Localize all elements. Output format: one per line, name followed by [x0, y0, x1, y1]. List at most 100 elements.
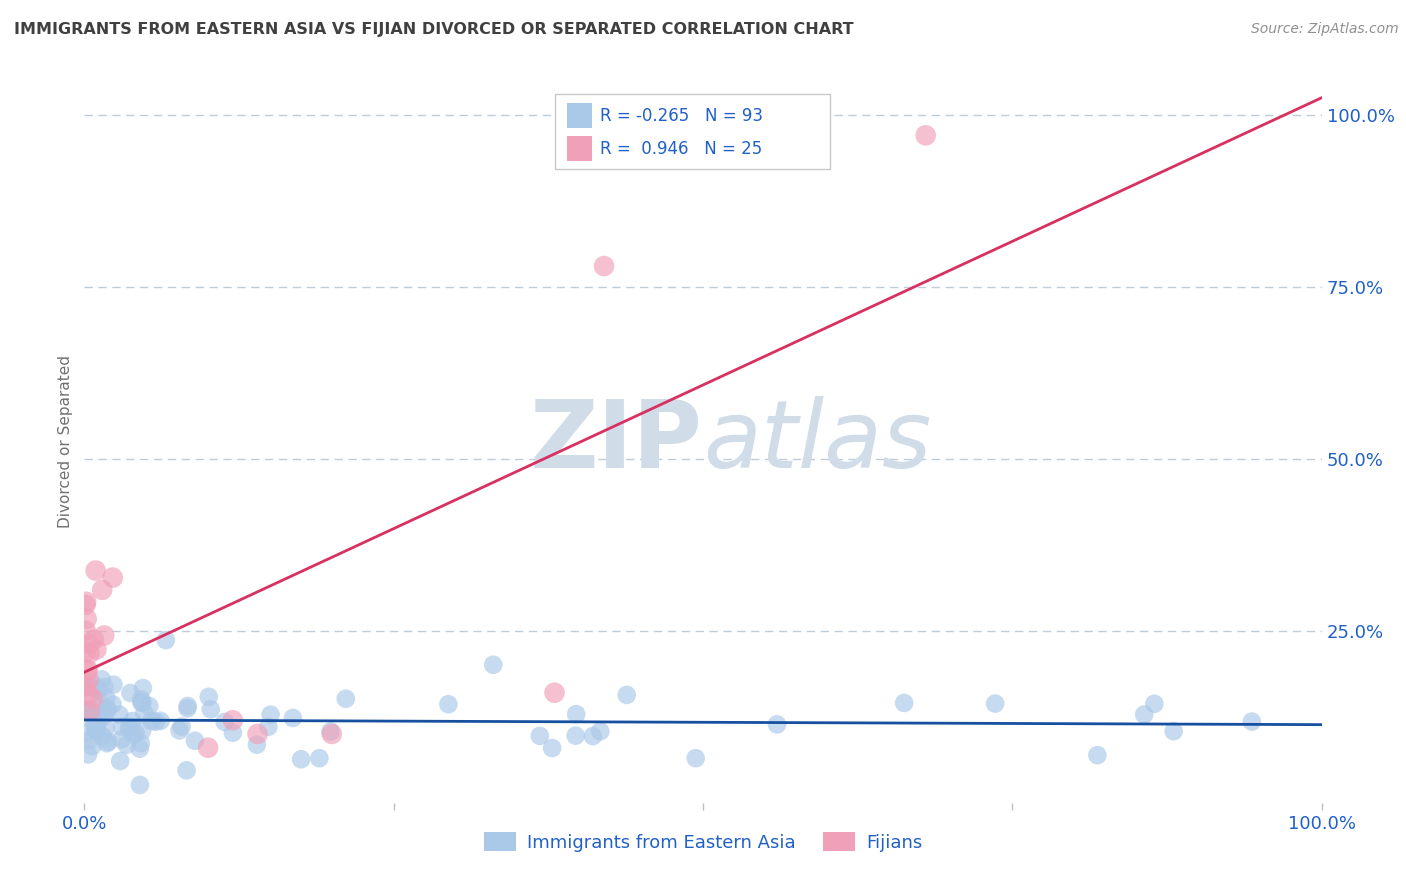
Y-axis label: Divorced or Separated: Divorced or Separated — [58, 355, 73, 528]
Point — [86, 718, 108, 732]
Point — [128, 741, 150, 756]
Point — [76, 680, 98, 694]
Point — [83, 723, 105, 737]
Point — [685, 751, 707, 765]
Point — [170, 720, 193, 734]
Point — [83, 632, 105, 647]
Point — [96, 736, 118, 750]
Point — [86, 680, 108, 694]
Point — [129, 736, 152, 750]
Point — [222, 725, 245, 739]
Point — [75, 598, 97, 612]
Point — [914, 128, 936, 143]
Point — [319, 724, 342, 739]
Point — [131, 695, 153, 709]
Text: R =  0.946   N = 25: R = 0.946 N = 25 — [600, 140, 762, 158]
Point — [79, 704, 101, 718]
Point — [565, 707, 588, 722]
Text: IMMIGRANTS FROM EASTERN ASIA VS FIJIAN DIVORCED OR SEPARATED CORRELATION CHART: IMMIGRANTS FROM EASTERN ASIA VS FIJIAN D… — [14, 22, 853, 37]
Point — [93, 628, 115, 642]
Point — [87, 682, 110, 697]
Point — [75, 726, 97, 740]
Point — [121, 714, 143, 728]
Point — [893, 696, 915, 710]
Point — [76, 705, 98, 719]
Point — [541, 741, 564, 756]
Point — [134, 706, 156, 720]
Point — [131, 723, 153, 738]
Text: ZIP: ZIP — [530, 395, 703, 488]
Point — [77, 747, 100, 762]
Point — [543, 686, 565, 700]
Text: Source: ZipAtlas.com: Source: ZipAtlas.com — [1251, 22, 1399, 37]
Point — [94, 706, 117, 720]
Point — [89, 696, 111, 710]
Point — [169, 723, 191, 738]
Point — [257, 720, 280, 734]
Point — [1143, 697, 1166, 711]
Point — [108, 707, 131, 722]
Point — [83, 714, 105, 729]
Point — [197, 690, 219, 704]
Point — [984, 697, 1007, 711]
Point — [184, 733, 207, 747]
Point — [97, 735, 120, 749]
Point — [80, 680, 103, 694]
Point — [91, 730, 114, 744]
Point — [246, 738, 269, 752]
Point — [76, 711, 98, 725]
Point — [200, 702, 222, 716]
Point — [281, 711, 304, 725]
Point — [129, 692, 152, 706]
Point — [90, 712, 112, 726]
Point — [1133, 707, 1156, 722]
Point — [214, 714, 236, 729]
Point — [101, 571, 124, 585]
Point — [110, 754, 132, 768]
Point — [141, 714, 163, 728]
Point — [132, 681, 155, 695]
Point — [177, 699, 200, 714]
Point — [82, 691, 104, 706]
Point — [155, 633, 177, 648]
Point — [118, 720, 141, 734]
Point — [83, 709, 105, 723]
Point — [176, 764, 198, 778]
Point — [145, 714, 167, 729]
Point — [176, 701, 198, 715]
Point — [84, 720, 107, 734]
Point — [103, 678, 125, 692]
Point — [94, 721, 117, 735]
Point — [138, 699, 160, 714]
Point — [77, 673, 100, 687]
Point — [1087, 748, 1109, 763]
Point — [79, 647, 101, 661]
Point — [290, 752, 312, 766]
Point — [1240, 714, 1263, 729]
Point — [79, 637, 101, 651]
Point — [96, 702, 118, 716]
Point — [437, 698, 460, 712]
Point — [529, 729, 551, 743]
Point — [564, 729, 586, 743]
Point — [616, 688, 638, 702]
Point — [124, 726, 146, 740]
Point — [86, 723, 108, 738]
Point — [482, 657, 505, 672]
Point — [75, 595, 97, 609]
Point — [84, 564, 107, 578]
Text: R = -0.265   N = 93: R = -0.265 N = 93 — [600, 107, 763, 125]
Point — [110, 732, 132, 747]
Point — [766, 717, 789, 731]
Point — [82, 739, 104, 754]
Point — [90, 673, 112, 687]
Point — [246, 727, 269, 741]
Point — [115, 738, 138, 752]
Point — [86, 723, 108, 738]
Point — [321, 727, 343, 741]
Point — [86, 642, 108, 657]
Legend: Immigrants from Eastern Asia, Fijians: Immigrants from Eastern Asia, Fijians — [477, 825, 929, 859]
Point — [222, 713, 245, 727]
Point — [75, 680, 97, 694]
Point — [118, 721, 141, 735]
